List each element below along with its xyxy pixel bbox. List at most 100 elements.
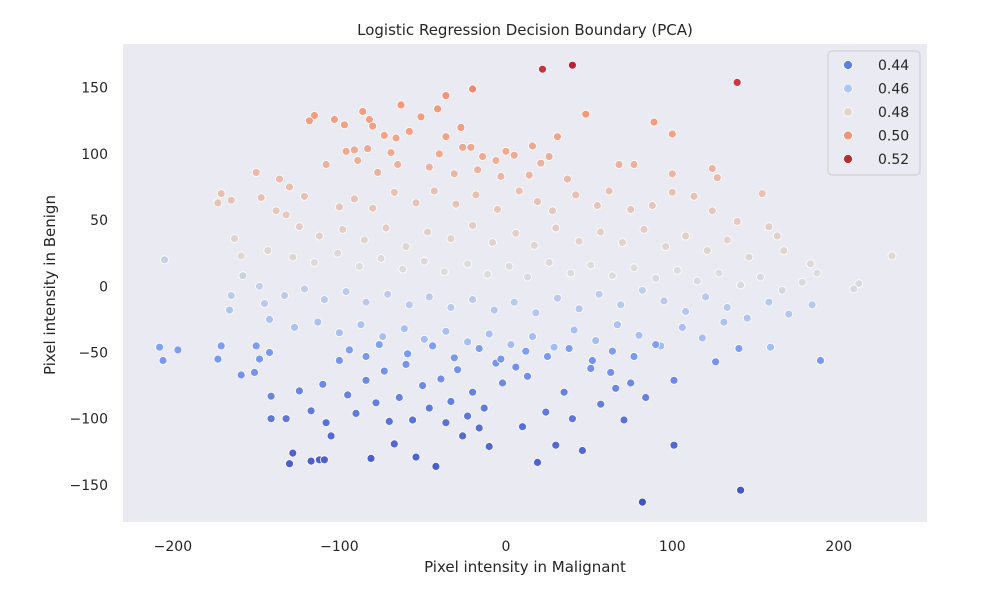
data-point	[618, 238, 627, 248]
data-point	[428, 341, 438, 351]
data-point	[439, 267, 449, 277]
data-point	[538, 64, 547, 74]
x-tick-label: 0	[501, 539, 510, 555]
data-point	[285, 459, 294, 469]
data-point	[504, 261, 514, 271]
data-point	[551, 440, 561, 450]
legend-label: 0.48	[878, 105, 909, 121]
data-point	[514, 186, 524, 196]
y-tick-labels: −150 −100 −50 0 50 100 150	[70, 81, 108, 494]
data-point	[523, 371, 532, 381]
data-point	[681, 231, 690, 241]
x-tick-label: −200	[154, 539, 192, 555]
data-point	[334, 202, 344, 212]
data-point	[411, 452, 421, 462]
data-point	[586, 363, 596, 373]
data-point	[887, 251, 897, 261]
data-point	[629, 160, 639, 169]
data-point	[543, 352, 552, 361]
data-point	[568, 414, 577, 424]
data-point	[533, 457, 542, 467]
data-point	[564, 344, 574, 353]
data-point	[304, 116, 314, 126]
data-point	[441, 132, 451, 142]
data-point	[339, 120, 349, 130]
data-point	[712, 173, 722, 183]
y-tick-label: −50	[78, 346, 108, 362]
data-point	[281, 414, 291, 424]
legend-label: 0.46	[878, 82, 909, 98]
data-point	[468, 295, 478, 305]
data-point	[608, 271, 617, 281]
data-point	[256, 193, 266, 203]
x-tick-label: −100	[320, 539, 358, 555]
data-point	[669, 440, 679, 450]
data-point	[772, 231, 782, 241]
data-point	[341, 146, 351, 156]
data-point	[288, 448, 298, 458]
data-point	[742, 313, 752, 323]
legend-label: 0.44	[878, 58, 909, 74]
y-tick-label: 150	[81, 81, 108, 97]
data-point	[629, 263, 639, 273]
data-point	[294, 386, 304, 396]
data-point	[309, 111, 319, 120]
data-point	[484, 329, 494, 339]
data-point	[544, 152, 554, 161]
data-point	[593, 201, 602, 210]
data-point	[744, 252, 754, 262]
data-point	[483, 269, 492, 279]
data-point	[449, 169, 459, 179]
data-point	[797, 277, 807, 287]
data-point	[433, 104, 443, 114]
data-point	[806, 259, 815, 269]
data-point	[358, 107, 368, 116]
data-point	[213, 198, 223, 208]
data-point	[702, 246, 712, 256]
data-point	[441, 326, 451, 336]
data-point	[732, 78, 742, 87]
data-point	[692, 276, 702, 286]
data-point	[436, 374, 446, 384]
data-point	[424, 403, 434, 413]
data-point	[458, 142, 468, 152]
data-point	[667, 129, 677, 139]
data-point	[353, 156, 363, 165]
y-tick-label: −100	[70, 412, 108, 428]
data-point	[408, 415, 418, 425]
data-point	[456, 123, 466, 132]
data-point	[290, 322, 299, 332]
data-point	[299, 191, 309, 201]
data-point	[411, 198, 421, 208]
legend-marker	[843, 83, 853, 94]
data-point	[416, 112, 426, 122]
data-point	[677, 322, 687, 332]
data-point	[784, 309, 794, 319]
data-point	[371, 398, 381, 408]
data-point	[419, 334, 429, 344]
y-tick-label: 50	[90, 213, 108, 229]
data-point	[236, 370, 246, 380]
data-point	[604, 186, 614, 196]
data-point	[394, 393, 404, 402]
data-point	[701, 292, 710, 302]
data-point	[226, 291, 236, 301]
data-point	[458, 431, 468, 441]
data-point	[807, 300, 817, 310]
data-point	[275, 174, 284, 184]
data-point	[419, 256, 429, 266]
data-point	[309, 258, 319, 267]
data-point	[574, 304, 584, 314]
data-point	[667, 187, 677, 197]
data-point	[608, 346, 617, 356]
data-point	[158, 356, 168, 365]
data-point	[343, 390, 353, 400]
data-point	[493, 205, 502, 214]
data-point	[619, 415, 629, 425]
data-point	[314, 231, 324, 241]
data-point	[849, 284, 859, 294]
data-point	[376, 254, 386, 263]
data-point	[634, 330, 644, 340]
data-point	[568, 60, 577, 70]
data-point	[391, 133, 401, 143]
